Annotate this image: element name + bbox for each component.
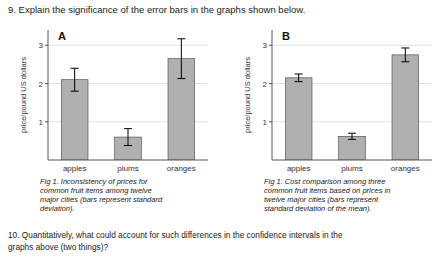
error-bar bbox=[401, 48, 409, 62]
caption: Fig 1. Inconsistency of prices forcommon… bbox=[40, 177, 163, 213]
figure: 9. Explain the significance of the error… bbox=[0, 0, 445, 278]
error-stem bbox=[128, 129, 129, 146]
error-stem bbox=[181, 39, 182, 79]
bar bbox=[61, 80, 88, 160]
tick-label: 3 bbox=[39, 41, 44, 50]
bar bbox=[339, 136, 366, 160]
error-stem bbox=[352, 133, 353, 139]
y-axis bbox=[48, 30, 49, 160]
text-line: common fruit items among twelve bbox=[40, 186, 152, 195]
text-line: Fig 1. Cost comparison among three bbox=[264, 177, 385, 186]
tick-label: 1 bbox=[39, 118, 44, 127]
error-stem bbox=[298, 74, 299, 82]
grid-line bbox=[272, 45, 432, 46]
error-cap bbox=[348, 133, 356, 134]
axis-label: price/pound US dollars bbox=[19, 57, 28, 133]
x-axis bbox=[272, 160, 432, 161]
question-text: 10. Quantitatively, what could account f… bbox=[8, 230, 343, 252]
text-line: major cities (bars represent standard bbox=[40, 195, 163, 204]
tick-label: 2 bbox=[39, 80, 44, 89]
error-cap bbox=[295, 73, 303, 74]
error-cap bbox=[177, 78, 185, 79]
chart: 1 2 3 apples plums oranges Bprice/pound US dol… bbox=[243, 30, 432, 213]
text-line: graphs above (two things)? bbox=[8, 242, 108, 252]
error-cap bbox=[71, 68, 79, 69]
error-cap bbox=[401, 61, 409, 62]
text-line: deviation). bbox=[40, 204, 75, 213]
marks bbox=[61, 39, 194, 160]
text-line: Fig 1. Inconsistency of prices for bbox=[40, 177, 148, 186]
error-bar bbox=[348, 133, 356, 139]
error-stem bbox=[74, 68, 75, 91]
error-stem bbox=[405, 48, 406, 62]
chart-title: A bbox=[58, 30, 66, 42]
category-label: plums bbox=[117, 164, 138, 173]
category-label: oranges bbox=[167, 164, 196, 173]
error-cap bbox=[401, 47, 409, 48]
bar bbox=[392, 55, 419, 160]
category-label: apples bbox=[287, 164, 311, 173]
category-label: apples bbox=[63, 164, 87, 173]
text-line: standard deviation of the mean). bbox=[264, 204, 372, 213]
error-bar bbox=[71, 68, 79, 91]
category-label: oranges bbox=[391, 164, 420, 173]
tick-label: 2 bbox=[263, 80, 268, 89]
y-axis bbox=[272, 30, 273, 160]
grid-line bbox=[48, 45, 208, 46]
tick-label: 3 bbox=[263, 41, 268, 50]
error-cap bbox=[177, 38, 185, 39]
text-line: common fruit items based on prices in bbox=[264, 186, 390, 195]
error-cap bbox=[295, 81, 303, 82]
error-bar bbox=[295, 74, 303, 82]
marks bbox=[285, 48, 418, 160]
category-label: plums bbox=[341, 164, 362, 173]
x-axis bbox=[48, 160, 208, 161]
chart-title: B bbox=[282, 30, 290, 42]
tick-label: 1 bbox=[263, 118, 268, 127]
text-line: 10. Quantitatively, what could account f… bbox=[8, 230, 343, 240]
error-cap bbox=[71, 91, 79, 92]
axis-label: price/pound US dollars bbox=[243, 57, 252, 133]
bar bbox=[285, 78, 312, 160]
error-cap bbox=[348, 139, 356, 140]
error-cap bbox=[124, 128, 132, 129]
chart: 1 2 3 apples plums oranges Aprice/pound US dol… bbox=[19, 30, 208, 213]
error-bar bbox=[177, 39, 185, 79]
text-line: twelve major cities (bars represent bbox=[264, 195, 379, 204]
question-text: 9. Explain the significance of the error… bbox=[8, 4, 305, 15]
caption: Fig 1. Cost comparison among threecommon… bbox=[264, 177, 390, 213]
error-bar bbox=[124, 129, 132, 146]
error-cap bbox=[124, 145, 132, 146]
